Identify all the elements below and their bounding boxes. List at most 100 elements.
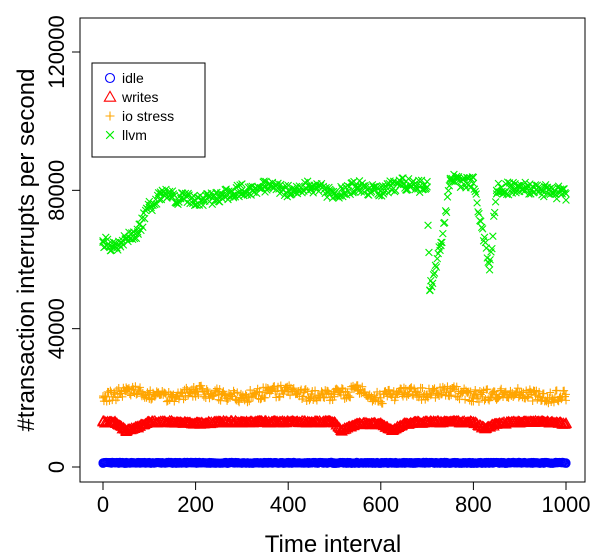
- data-point: [214, 193, 223, 202]
- data-point: [98, 458, 108, 468]
- data-point: [437, 238, 445, 247]
- data-point: [385, 385, 394, 394]
- data-point: [536, 415, 549, 427]
- data-point: [475, 209, 483, 218]
- data-point: [110, 241, 119, 250]
- data-point: [539, 186, 547, 195]
- data-point: [182, 383, 191, 392]
- data-point: [521, 178, 530, 187]
- data-point: [461, 395, 470, 404]
- data-point: [492, 390, 501, 399]
- data-point: [426, 286, 434, 295]
- data-point: [238, 180, 246, 188]
- data-point: [477, 388, 486, 397]
- legend-label: llvm: [122, 127, 147, 143]
- data-point: [166, 415, 179, 427]
- data-point: [376, 458, 386, 468]
- legend-item: idle: [104, 70, 144, 86]
- data-point: [559, 185, 568, 193]
- data-point: [299, 392, 308, 401]
- data-point: [485, 266, 494, 274]
- legend-label: idle: [122, 70, 144, 86]
- series-llvm: [99, 170, 570, 295]
- data-point: [330, 190, 339, 198]
- data-point: [437, 241, 445, 250]
- x-tick-label: 200: [177, 492, 214, 517]
- data-point: [418, 384, 427, 393]
- legend-marker: [105, 111, 115, 121]
- x-axis-label: Time interval: [265, 531, 401, 558]
- data-point: [154, 189, 163, 197]
- y-tick-label: 0: [44, 461, 69, 473]
- data-point: [546, 388, 555, 397]
- data-point: [473, 199, 481, 207]
- data-point: [490, 208, 499, 217]
- data-point: [488, 244, 496, 253]
- data-point: [425, 248, 433, 257]
- data-point: [431, 261, 440, 270]
- legend-marker: [103, 90, 117, 102]
- data-point: [444, 415, 457, 427]
- data-point: [528, 397, 537, 406]
- data-point: [562, 390, 570, 399]
- data-point: [500, 388, 509, 397]
- data-point: [428, 279, 437, 288]
- data-point: [524, 393, 533, 402]
- data-point: [120, 424, 133, 435]
- data-point: [515, 183, 524, 191]
- series-idle: [98, 457, 571, 468]
- data-point: [386, 424, 399, 435]
- data-point: [506, 386, 515, 395]
- data-point: [97, 415, 109, 427]
- data-point: [119, 241, 128, 249]
- data-point: [245, 397, 254, 406]
- data-point: [430, 384, 439, 393]
- data-point: [122, 234, 130, 243]
- data-point: [426, 391, 435, 400]
- data-point: [431, 393, 440, 402]
- legend-marker: [104, 72, 116, 84]
- data-point: [411, 185, 419, 194]
- data-point: [284, 386, 293, 395]
- data-point: [289, 384, 298, 393]
- data-point: [515, 388, 524, 397]
- data-point: [276, 381, 285, 390]
- data-point: [237, 458, 247, 468]
- data-point: [515, 458, 525, 468]
- data-point: [341, 387, 350, 396]
- data-point: [561, 458, 571, 468]
- data-point: [443, 193, 452, 201]
- y-axis-label: #transaction interrupts per second: [13, 69, 40, 432]
- data-point: [479, 422, 491, 434]
- data-point: [346, 393, 355, 402]
- data-point: [353, 183, 362, 191]
- data-point: [307, 183, 316, 191]
- data-point: [442, 208, 451, 217]
- y-tick-label: 120000: [44, 15, 69, 88]
- data-point: [459, 176, 468, 184]
- data-point: [439, 229, 447, 238]
- data-point: [328, 415, 341, 427]
- data-point: [398, 417, 410, 429]
- x-tick-label: 800: [455, 492, 492, 517]
- data-point: [230, 190, 239, 199]
- data-point: [497, 384, 506, 393]
- x-tick-label: 400: [270, 492, 307, 517]
- data-point: [513, 384, 522, 393]
- data-point: [423, 183, 431, 191]
- data-point: [150, 392, 159, 401]
- data-point: [335, 424, 348, 435]
- data-point: [337, 384, 346, 393]
- data-point: [134, 230, 142, 238]
- data-point: [329, 458, 340, 468]
- data-point: [104, 240, 113, 248]
- data-point: [133, 228, 142, 236]
- data-point: [468, 393, 477, 402]
- data-point: [494, 393, 503, 402]
- data-point: [539, 389, 548, 398]
- data-point: [452, 382, 461, 391]
- data-point: [100, 392, 109, 401]
- data-point: [353, 386, 362, 395]
- data-point: [358, 382, 367, 391]
- data-point: [261, 388, 270, 397]
